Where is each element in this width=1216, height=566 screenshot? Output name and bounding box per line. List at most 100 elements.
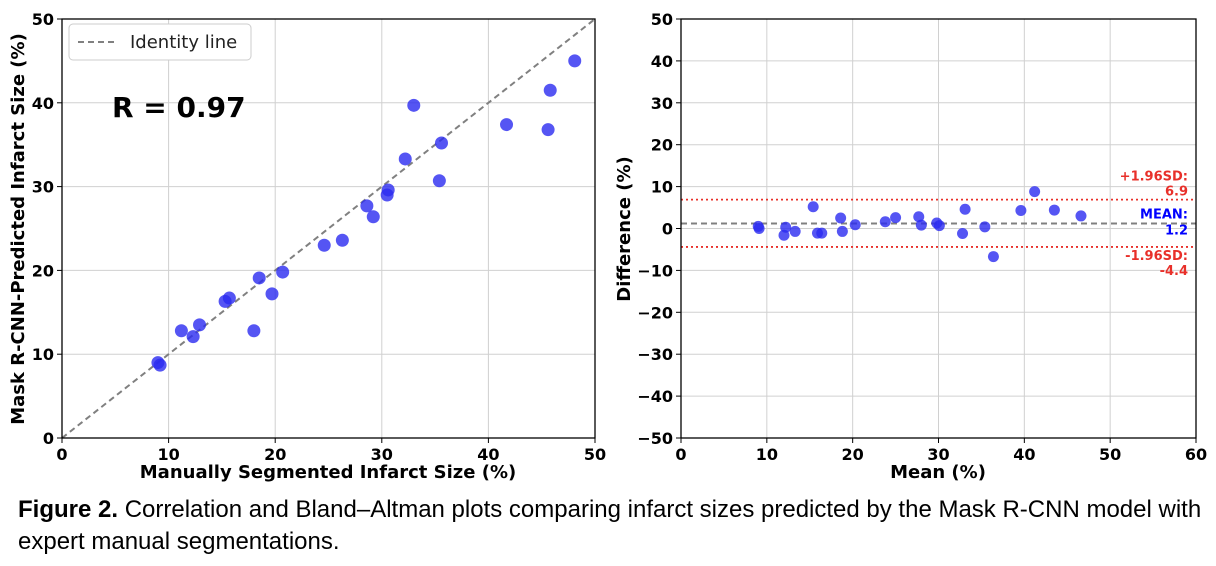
data-point [957, 228, 969, 240]
x-tick-label: 40 [1013, 445, 1035, 464]
data-point [335, 233, 349, 247]
data-point [933, 220, 945, 232]
correlation-y-label: Mask R-CNN-Predicted Infarct Size (%) [8, 33, 29, 425]
data-point [252, 271, 266, 285]
data-point [1048, 204, 1060, 216]
y-tick-label: 20 [32, 261, 54, 280]
data-point [543, 83, 557, 97]
lower-loa-label: -1.96SD: [1125, 249, 1188, 264]
data-point [366, 210, 380, 224]
mean-label: MEAN: [1140, 207, 1188, 222]
data-point [1075, 210, 1087, 222]
y-tick-label: −20 [637, 303, 673, 322]
data-point [849, 219, 861, 231]
data-point [500, 118, 514, 132]
data-point [836, 225, 848, 237]
figure-caption: Figure 2. Correlation and Bland–Altman p… [18, 494, 1208, 558]
bland-altman-points [752, 186, 1087, 263]
data-point [381, 183, 395, 197]
bland-altman-x-label: Mean (%) [890, 462, 986, 483]
x-tick-label: 30 [371, 445, 393, 464]
caption-label: Figure 2. [18, 496, 119, 523]
data-point [890, 212, 902, 224]
y-tick-label: −30 [637, 345, 673, 364]
data-point [816, 227, 828, 239]
data-point [247, 324, 261, 338]
data-point [979, 221, 991, 233]
data-point [398, 152, 412, 166]
data-point [360, 199, 374, 213]
data-point [789, 225, 801, 237]
data-point [913, 211, 925, 223]
data-point [568, 54, 582, 68]
x-tick-label: 0 [56, 445, 67, 464]
data-point [959, 203, 971, 215]
x-tick-label: 30 [927, 445, 949, 464]
correlation-points [151, 54, 582, 372]
data-point [276, 265, 290, 279]
data-point [1029, 186, 1041, 198]
x-tick-label: 20 [264, 445, 286, 464]
y-tick-label: 30 [32, 178, 54, 197]
correlation-x-label: Manually Segmented Infarct Size (%) [140, 462, 516, 483]
y-tick-label: 50 [32, 10, 54, 29]
correlation-ticks: 0 10 20 30 40 50 0 10 20 30 40 50 [32, 10, 606, 464]
data-point [265, 287, 279, 301]
correlation-coefficient: R = 0.97 [112, 91, 246, 124]
data-point [780, 221, 792, 233]
y-tick-label: 40 [32, 94, 54, 113]
x-tick-label: 20 [842, 445, 864, 464]
data-point [987, 251, 999, 263]
y-tick-label: 0 [43, 429, 54, 448]
y-tick-label: −10 [637, 261, 673, 280]
data-point [434, 136, 448, 150]
data-point [432, 174, 446, 188]
correlation-plot: 0 10 20 30 40 50 0 10 20 30 40 50 Identity line R =… [8, 10, 606, 483]
data-point [174, 324, 188, 338]
x-tick-label: 10 [756, 445, 778, 464]
bland-altman-plot: 0 10 20 30 40 50 6050403020100−10−20−30−40−50 … [614, 10, 1207, 483]
data-point [753, 223, 765, 234]
data-point [915, 219, 927, 231]
figure-panels: 0 10 20 30 40 50 0 10 20 30 40 50 Identity line R =… [8, 10, 1207, 483]
correlation-frame [61, 18, 596, 439]
y-tick-label: 30 [651, 94, 673, 113]
caption-text: Correlation and Bland–Altman plots compa… [18, 496, 1202, 555]
y-tick-label: 10 [32, 345, 54, 364]
legend: Identity line [68, 23, 252, 61]
bland-altman-y-label: Difference (%) [614, 156, 635, 301]
data-point [807, 201, 819, 213]
data-point [153, 358, 167, 372]
y-tick-label: 20 [651, 136, 673, 155]
x-tick-label: 40 [477, 445, 499, 464]
upper-loa-value: 6.9 [1165, 185, 1188, 200]
data-point [879, 216, 891, 228]
data-point [317, 238, 331, 252]
data-point [835, 212, 847, 224]
bland-altman-ticks: 0 10 20 30 40 50 60 50 40 30 20 10 0 −10 −20 −30 −40 −50 [637, 10, 1207, 464]
upper-loa-label: +1.96SD: [1120, 170, 1188, 185]
y-tick-label: 50 [651, 10, 673, 29]
y-tick-label: 10 [651, 178, 673, 197]
lower-loa-value: -4.4 [1160, 264, 1188, 279]
y-tick-label: 40 [651, 52, 673, 71]
x-tick-label: 0 [675, 445, 686, 464]
y-tick-label: −40 [637, 387, 673, 406]
legend-label: Identity line [130, 32, 237, 53]
x-tick-label: 50 [584, 445, 606, 464]
data-point [1015, 204, 1027, 216]
x-tick-label: 60 [1185, 445, 1207, 464]
x-tick-label: 50 [1099, 445, 1121, 464]
data-point [186, 330, 200, 344]
y-tick-label: 0 [662, 220, 673, 239]
legend-box [68, 23, 252, 61]
data-point [541, 123, 555, 137]
y-tick-label: −50 [637, 429, 673, 448]
bland-altman-frame [680, 18, 1197, 439]
mean-value: 1.2 [1165, 223, 1188, 238]
identity-line [61, 18, 596, 439]
x-tick-label: 10 [157, 445, 179, 464]
data-point [193, 318, 207, 332]
data-point [222, 291, 236, 305]
data-point [407, 98, 421, 112]
